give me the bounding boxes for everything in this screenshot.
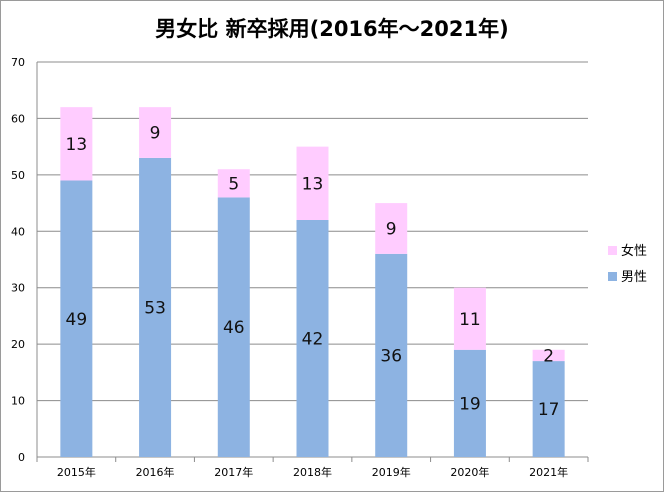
bar-male (60, 180, 93, 457)
data-label: 46 (223, 318, 245, 338)
bar-female (375, 203, 408, 254)
x-tick-label: 2018年 (293, 465, 332, 479)
legend-swatch-male (608, 272, 617, 281)
bar-female (296, 146, 329, 220)
data-label: 49 (66, 310, 88, 330)
bar-female (532, 349, 565, 362)
data-label: 5 (228, 174, 239, 194)
data-label: 11 (459, 310, 481, 330)
x-tick-label: 2015年 (57, 465, 96, 479)
x-tick-label: 2020年 (450, 465, 489, 479)
bar-female (453, 287, 486, 350)
data-label: 13 (66, 135, 88, 155)
data-label: 9 (386, 219, 397, 239)
y-tick-label: 20 (11, 338, 25, 351)
legend-swatch-female (608, 246, 617, 255)
x-tick-label: 2017年 (214, 465, 253, 479)
data-label: 17 (538, 400, 560, 420)
y-tick-label: 30 (11, 282, 25, 295)
bar-male (453, 349, 486, 457)
bar-female (217, 169, 250, 198)
bar-female (139, 107, 172, 158)
data-label: 13 (302, 174, 324, 194)
x-tick-label: 2019年 (372, 465, 411, 479)
bar-male (296, 220, 329, 457)
chart-title: 男女比 新卒採用(2016年～2021年) (155, 17, 509, 41)
legend-label-female: 女性 (621, 243, 647, 259)
data-label: 9 (150, 124, 161, 144)
y-tick-label: 0 (18, 451, 25, 464)
x-tick-label: 2016年 (136, 465, 175, 479)
x-tick-label: 2021年 (529, 465, 568, 479)
data-label: 42 (302, 330, 324, 350)
data-label: 19 (459, 394, 481, 414)
bar-male (217, 197, 250, 457)
bar-male (139, 157, 172, 457)
bar-female (60, 107, 93, 181)
y-tick-label: 10 (11, 395, 25, 408)
bar-male (532, 361, 565, 457)
bar-male (375, 253, 408, 457)
y-tick-label: 60 (11, 112, 25, 125)
data-label: 2 (543, 346, 554, 366)
legend-label-male: 男性 (621, 270, 647, 285)
y-tick-label: 40 (11, 225, 25, 238)
data-label: 36 (380, 346, 402, 366)
y-tick-label: 50 (11, 169, 25, 182)
data-label: 53 (144, 298, 166, 318)
y-tick-label: 70 (11, 56, 25, 69)
